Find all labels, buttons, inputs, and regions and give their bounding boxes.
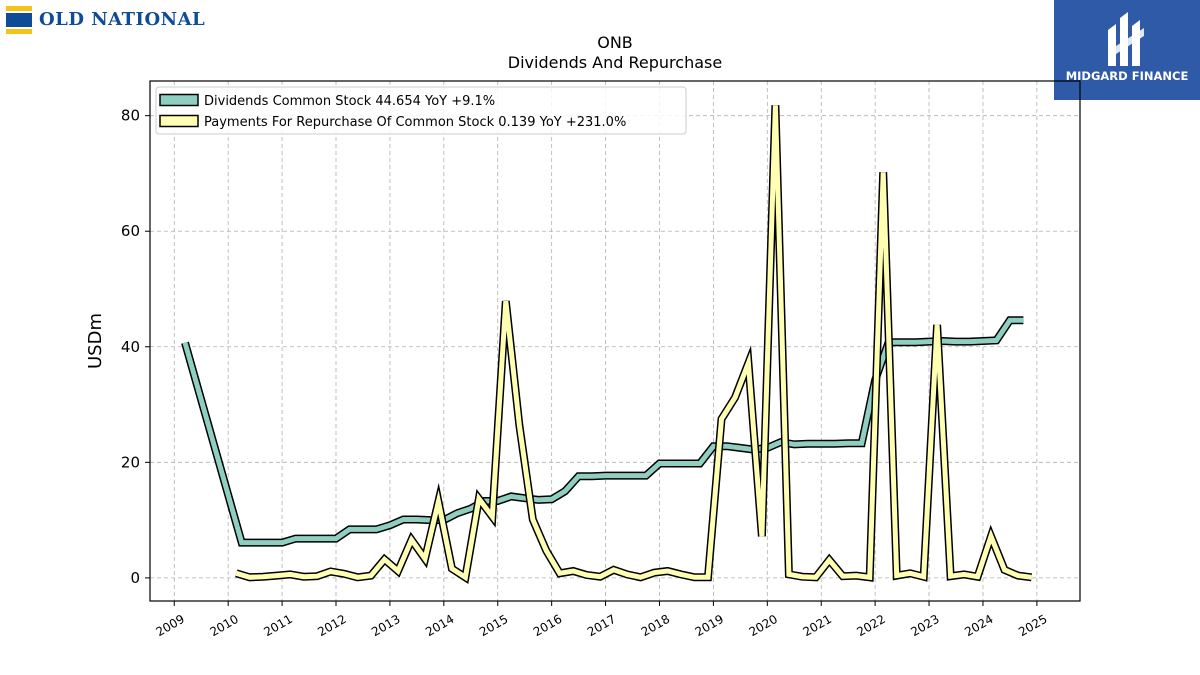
legend-swatch-0 bbox=[159, 93, 199, 107]
midgard-finance-logo-icon bbox=[1108, 12, 1144, 66]
y-tick-label-20: 20 bbox=[121, 453, 140, 471]
midgard-finance-logo-text: MIDGARD FINANCE bbox=[1065, 69, 1189, 83]
old-national-logo: OLD NATIONAL bbox=[6, 6, 226, 36]
series-1-line bbox=[235, 105, 1032, 582]
x-tick-label-2013: 2013 bbox=[369, 612, 402, 639]
chart-title: ONB bbox=[597, 33, 633, 52]
old-national-logo-icon bbox=[6, 6, 32, 34]
x-tick-label-2025: 2025 bbox=[1016, 612, 1049, 639]
legend-box bbox=[155, 86, 687, 135]
y-tick-label-0: 0 bbox=[130, 569, 140, 587]
midgard-finance-logo: MIDGARD FINANCE bbox=[1054, 0, 1200, 100]
x-tick-label-2015: 2015 bbox=[477, 612, 510, 639]
x-tick-label-2020: 2020 bbox=[747, 612, 780, 639]
legend-label-0: Dividends Common Stock 44.654 YoY +9.1% bbox=[204, 94, 495, 109]
chart-subtitle: Dividends And Repurchase bbox=[508, 53, 722, 72]
x-tick-label-2010: 2010 bbox=[207, 612, 240, 639]
legend: Dividends Common Stock 44.654 YoY +9.1% P… bbox=[155, 86, 687, 135]
y-tick-label-80: 80 bbox=[121, 107, 140, 125]
x-tick-label-2023: 2023 bbox=[908, 612, 941, 639]
x-tick-label-2021: 2021 bbox=[800, 612, 833, 639]
x-tick-label-2019: 2019 bbox=[693, 612, 726, 639]
legend-label-1: Payments For Repurchase Of Common Stock … bbox=[204, 115, 626, 130]
series-layer bbox=[181, 105, 1032, 584]
x-tick-label-2022: 2022 bbox=[854, 612, 887, 639]
y-tick-label-40: 40 bbox=[121, 338, 140, 356]
x-tick-label-2012: 2012 bbox=[315, 612, 348, 639]
x-tick-label-2014: 2014 bbox=[423, 612, 456, 639]
x-tick-label-2018: 2018 bbox=[639, 612, 672, 639]
plot-frame bbox=[149, 80, 1081, 602]
y-axis-label: USDm bbox=[85, 313, 106, 369]
x-tick-label-2017: 2017 bbox=[585, 612, 618, 639]
axis-ticks: 2009 2010 2011 2012 2013 2014 2015 2016 2017 2018… bbox=[121, 107, 1050, 640]
legend-swatch-1 bbox=[159, 114, 199, 128]
y-tick-label-60: 60 bbox=[121, 222, 140, 240]
x-tick-label-2016: 2016 bbox=[531, 612, 564, 639]
x-tick-label-2011: 2011 bbox=[261, 612, 294, 639]
old-national-logo-text: OLD NATIONAL bbox=[39, 9, 206, 30]
x-tick-label-2009: 2009 bbox=[154, 612, 187, 639]
x-tick-label-2024: 2024 bbox=[962, 612, 995, 639]
